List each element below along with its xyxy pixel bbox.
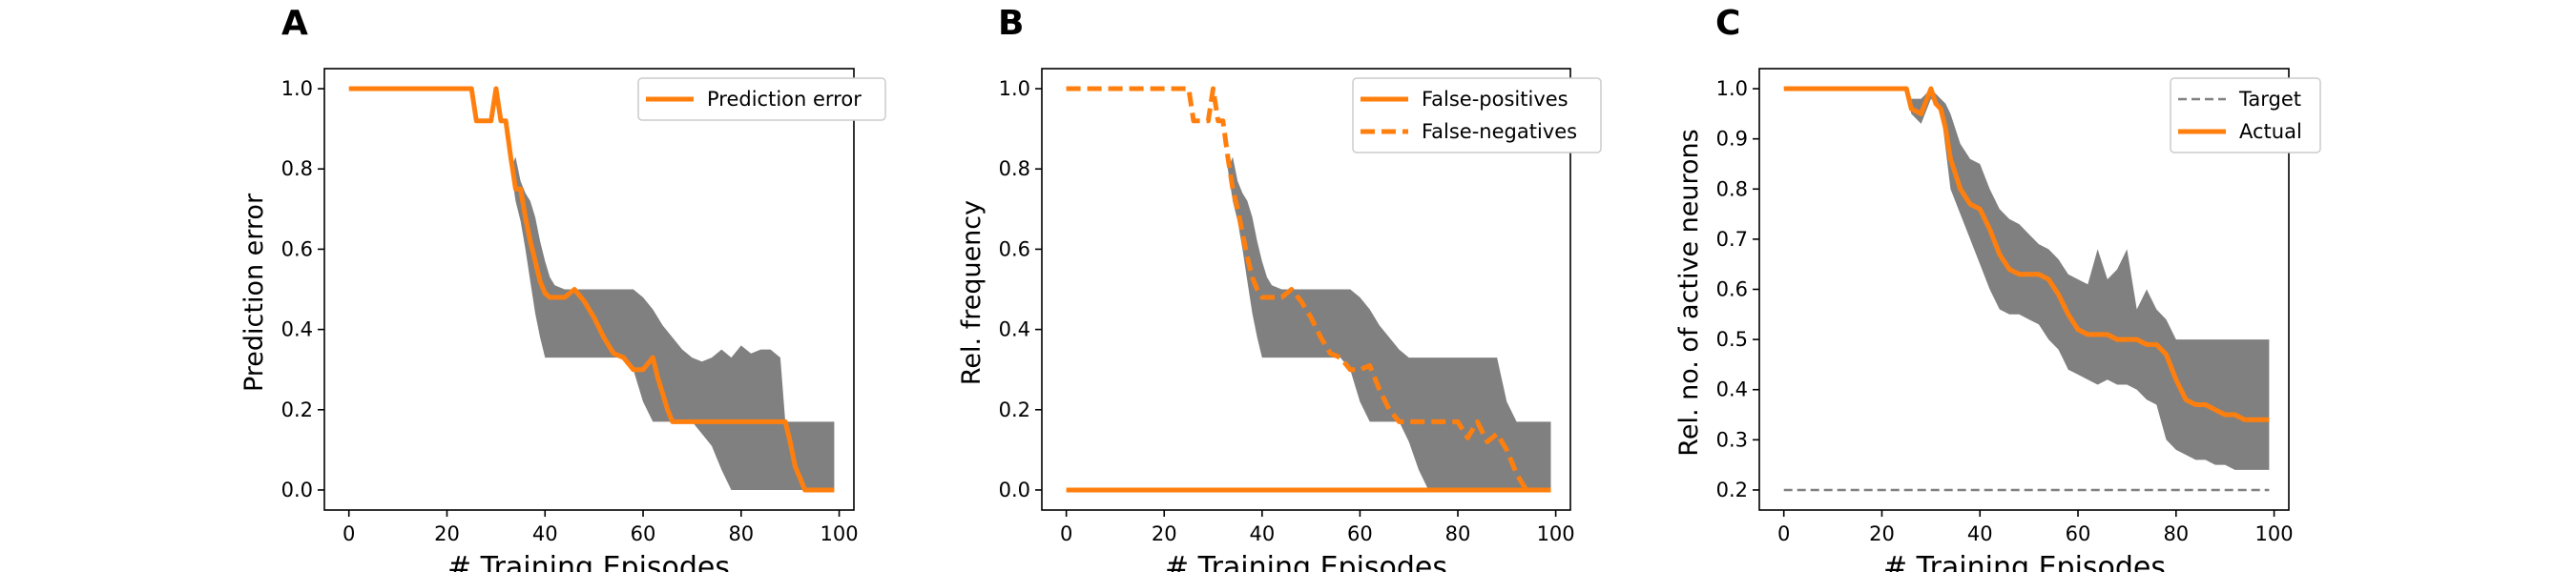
panel-c-ytick-label-0.9: 0.9 <box>1716 128 1748 151</box>
panel-c-ytick-label-0.6: 0.6 <box>1716 278 1748 301</box>
panel-b-series-false-negatives <box>1066 86 1551 493</box>
panel-a-legend: Prediction error <box>637 77 886 121</box>
panel-a-ytick-label-0.8: 0.8 <box>281 157 313 180</box>
panel-b-xtick-label-0: 0 <box>1060 522 1072 545</box>
panel-a-xtick-label-100: 100 <box>821 522 859 545</box>
panel-c-xtick-label-60: 60 <box>2066 522 2091 545</box>
panel-c-ylabel: Rel. no. of active neurons <box>1674 129 1704 456</box>
panel-c-series-actual <box>1783 86 2270 422</box>
panel-b-xtick-label-20: 20 <box>1152 522 1177 545</box>
panel-c-xtick-label-40: 40 <box>1967 522 1993 545</box>
panel-b-xtick-label-60: 60 <box>1347 522 1373 545</box>
panel-c-ytick-label-0.4: 0.4 <box>1716 378 1748 401</box>
panel-c-ytick-label-0.2: 0.2 <box>1716 479 1748 501</box>
panel-a-xtick-label-20: 20 <box>434 522 460 545</box>
panel-a: A Prediction error # Training Episodes 0… <box>239 4 886 572</box>
panel-b-xtick-label-100: 100 <box>1537 522 1575 545</box>
panel-a-xtick-label-40: 40 <box>532 522 558 545</box>
panel-b-xlabel: # Training Episodes <box>1165 551 1447 572</box>
panel-c-ytick-label-0.5: 0.5 <box>1716 328 1748 351</box>
panel-b-range-band <box>1066 89 1551 490</box>
panel-c-range-band <box>1783 89 2270 470</box>
panel-c-ytick-label-0.3: 0.3 <box>1716 428 1748 451</box>
panel-a-ytick-label-0.6: 0.6 <box>281 237 313 260</box>
panel-a-xtick-label-80: 80 <box>728 522 754 545</box>
panel-b-ytick-label-0.8: 0.8 <box>999 157 1030 180</box>
panel-a-legend-label-prediction-error: Prediction error <box>707 88 862 111</box>
panel-b-axes-frame <box>1041 68 1571 511</box>
panel-a-ytick-label-0.2: 0.2 <box>281 398 313 421</box>
panel-b-ytick-label-0.4: 0.4 <box>999 318 1030 341</box>
panel-a-xtick-label-60: 60 <box>631 522 656 545</box>
panel-a-plot-area <box>318 68 855 517</box>
panel-b-plot-area <box>1035 68 1571 517</box>
panel-a-range-band <box>348 89 835 490</box>
panel-a-ytick-label-1.0: 1.0 <box>281 77 313 100</box>
panel-c-legend-label-target: Target <box>2238 88 2301 111</box>
panel-c-xlabel: # Training Episodes <box>1883 551 2166 572</box>
panel-a-xlabel: # Training Episodes <box>447 551 730 572</box>
panel-b-ytick-label-0.2: 0.2 <box>999 398 1030 421</box>
panel-b-ylabel: Rel. frequency <box>957 200 987 385</box>
panel-c-xtick-label-100: 100 <box>2255 522 2294 545</box>
panel-a-axes-frame <box>323 68 855 511</box>
panel-b-ytick-label-0.0: 0.0 <box>999 479 1030 501</box>
panel-c-xtick-label-80: 80 <box>2163 522 2189 545</box>
panel-a-ytick-label-0.4: 0.4 <box>281 318 313 341</box>
panel-b-legend-frame <box>1352 77 1602 153</box>
panel-c-legend-label-actual: Actual <box>2239 120 2302 143</box>
panel-c-ytick-label-1.0: 1.0 <box>1716 77 1748 100</box>
panel-a-ylabel: Prediction error <box>239 193 269 392</box>
panel-c-label: C <box>1715 4 1740 43</box>
panel-b-ytick-label-1.0: 1.0 <box>999 77 1030 100</box>
panel-c: C Rel. no. of active neurons # Training … <box>1674 4 2321 572</box>
panel-b-xtick-label-40: 40 <box>1249 522 1275 545</box>
panel-c-xtick-label-20: 20 <box>1869 522 1895 545</box>
panel-c-ytick-label-0.7: 0.7 <box>1716 228 1748 251</box>
panel-b-legend-label-false-positives: False-positives <box>1422 88 1568 111</box>
panel-a-series-prediction-error <box>348 86 835 493</box>
panel-b-legend-label-false-negatives: False-negatives <box>1422 120 1577 143</box>
panel-a-xtick-label-0: 0 <box>343 522 355 545</box>
panel-a-label: A <box>281 4 308 43</box>
panel-c-plot-area <box>1753 68 2290 517</box>
panel-c-ytick-label-0.8: 0.8 <box>1716 177 1748 200</box>
panel-b: B Rel. frequency # Training Episodes 0 2… <box>957 4 1602 572</box>
panel-b-legend: False-positives False-negatives <box>1352 77 1602 153</box>
panel-b-ytick-label-0.6: 0.6 <box>999 237 1030 260</box>
panel-a-ytick-label-0.0: 0.0 <box>281 479 313 501</box>
panel-b-xtick-label-80: 80 <box>1445 522 1471 545</box>
panel-b-label: B <box>998 4 1024 43</box>
panel-c-legend: Target Actual <box>2170 77 2321 153</box>
panel-c-xtick-label-0: 0 <box>1777 522 1790 545</box>
panel-a-legend-frame <box>637 77 886 121</box>
